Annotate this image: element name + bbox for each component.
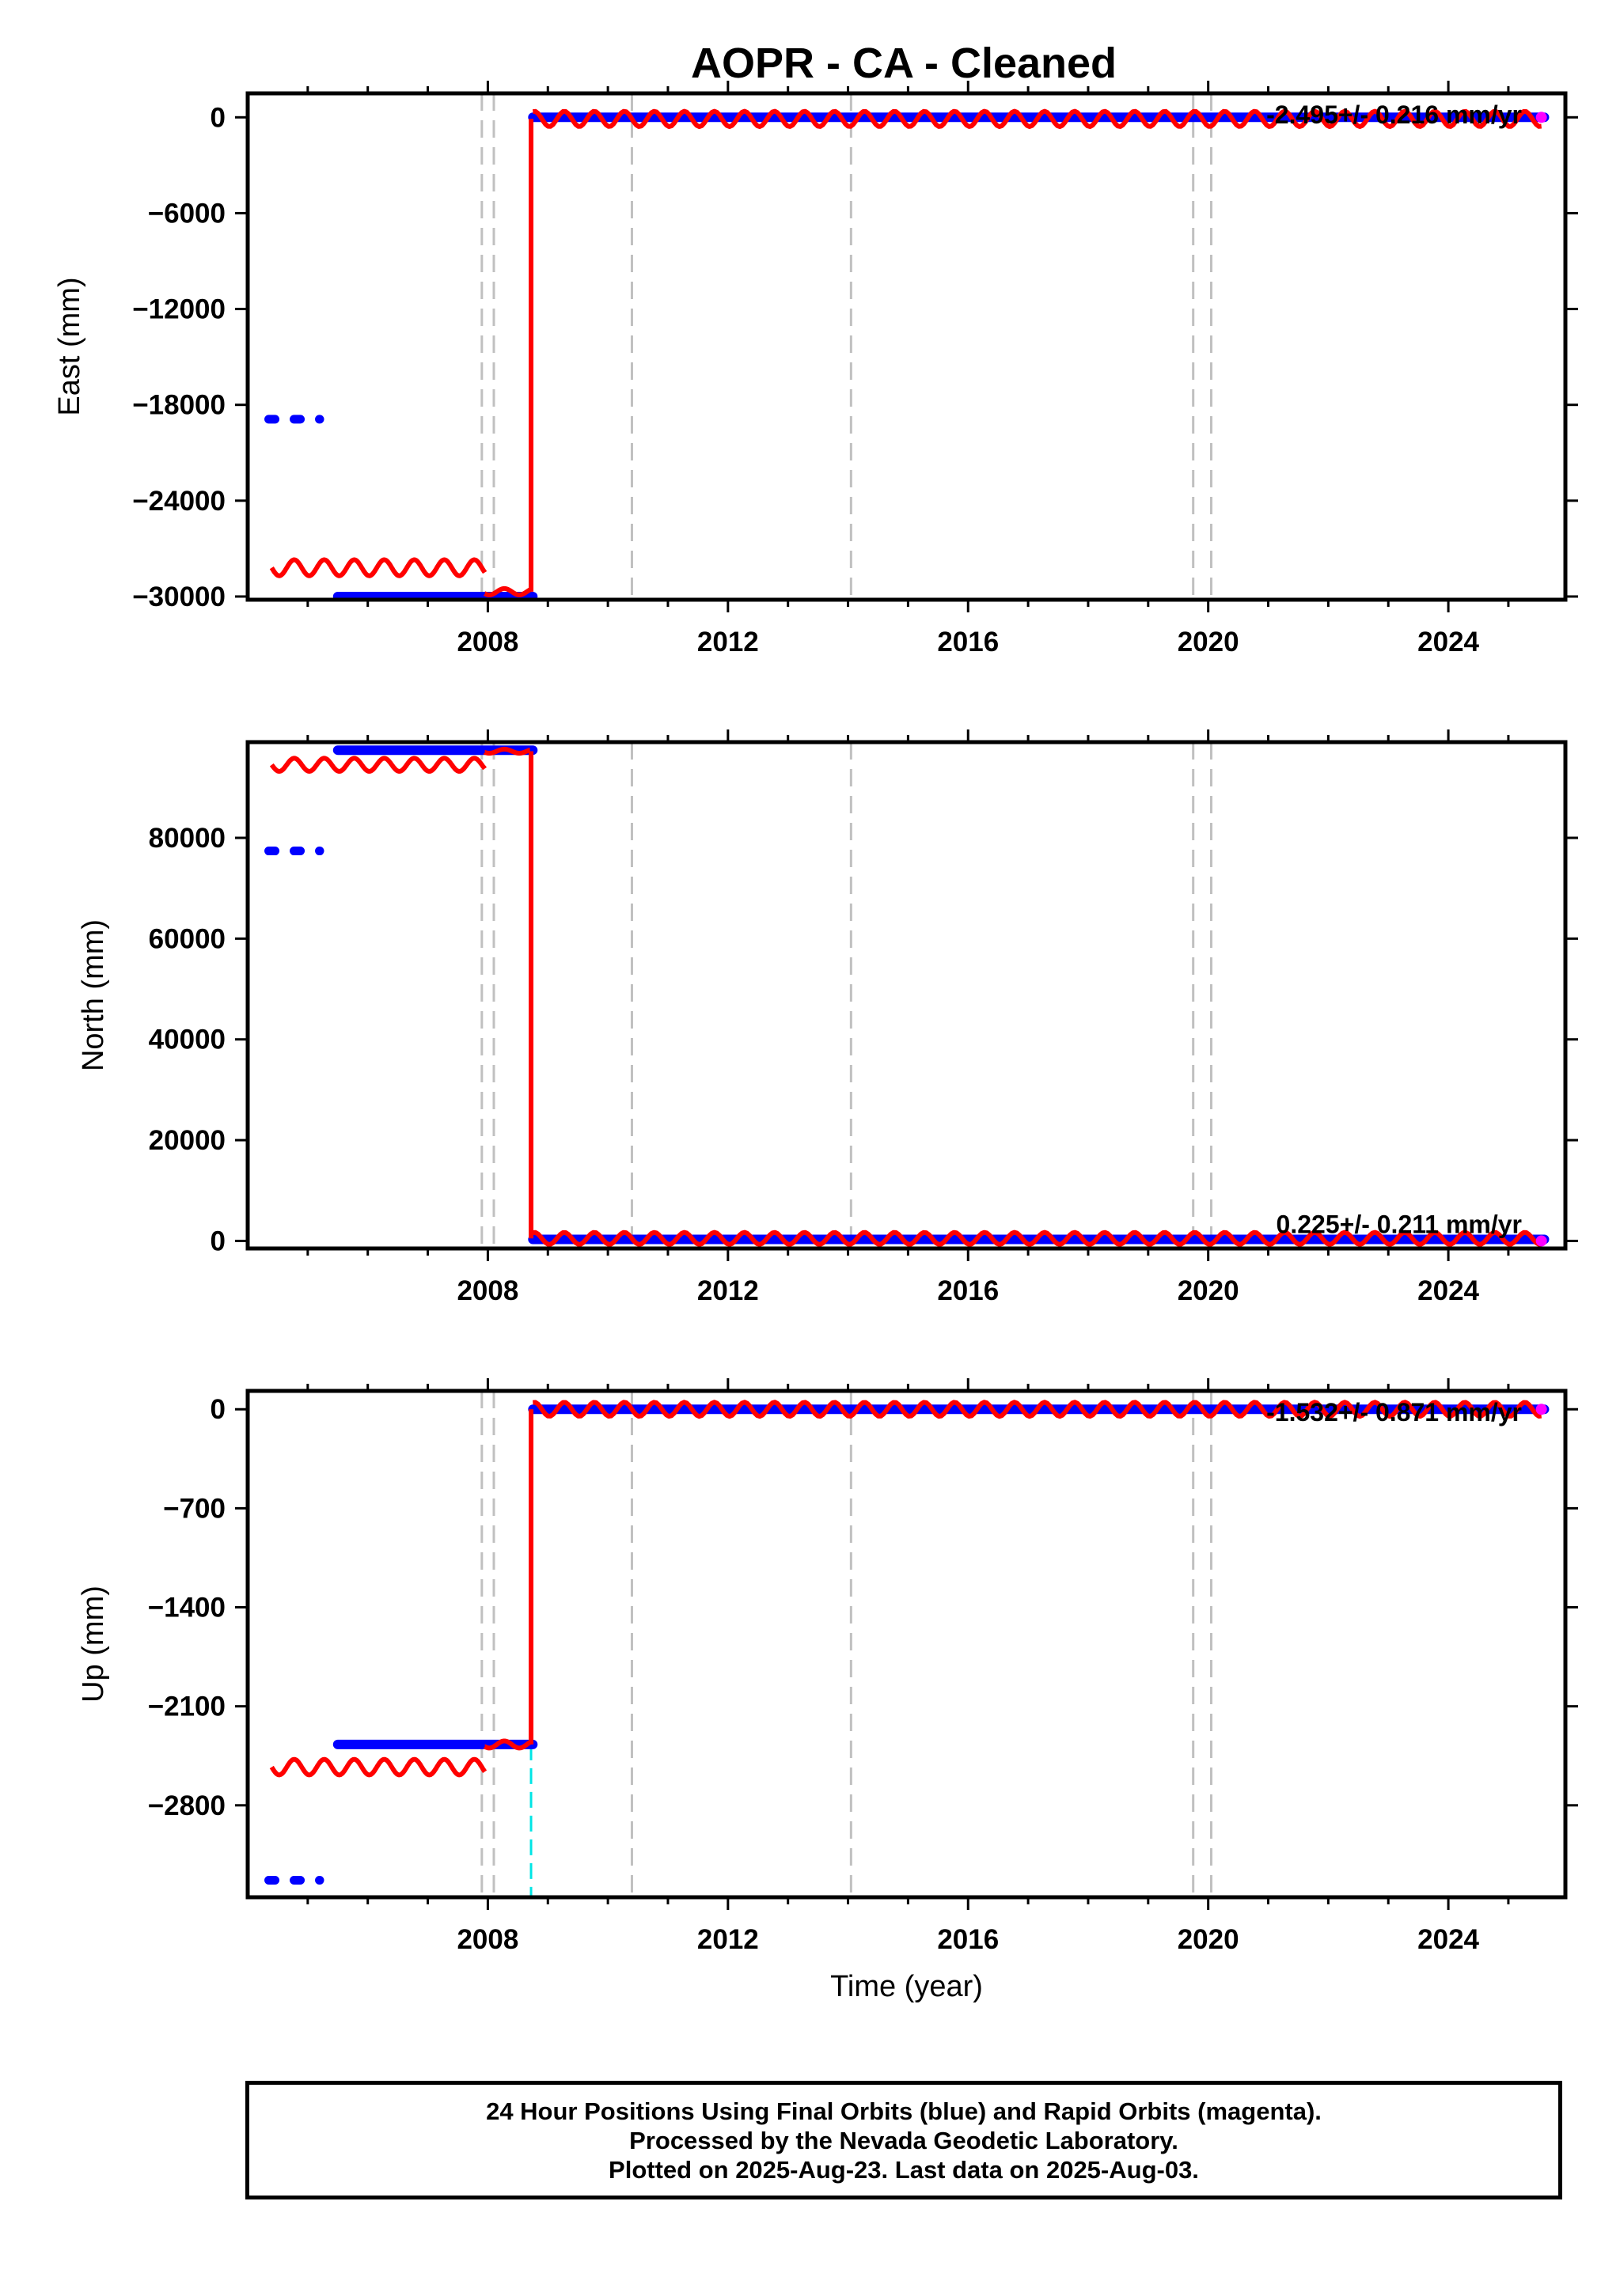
x-tick-label: 2012 — [697, 1924, 759, 1955]
rate-annotation: -2.495+/- 0.216 mm/yr — [1266, 100, 1522, 129]
y-tick-label: 0 — [211, 1394, 226, 1425]
y-tick-label: 0 — [211, 102, 226, 133]
caption-line-1: 24 Hour Positions Using Final Orbits (bl… — [486, 2097, 1322, 2125]
y-tick-label: −1400 — [148, 1593, 226, 1623]
x-tick-label: 2008 — [457, 627, 518, 657]
y-tick-label: −18000 — [132, 390, 226, 421]
y-tick-label: −12000 — [132, 294, 226, 325]
y-axis-label: East (mm) — [53, 277, 86, 415]
x-tick-label: 2012 — [697, 1275, 759, 1306]
chart-title: AOPR - CA - Cleaned — [691, 40, 1117, 87]
plot-frame — [245, 91, 1568, 602]
model-curve — [269, 1756, 488, 1778]
x-tick-label: 2020 — [1178, 1924, 1239, 1955]
caption-line-3: Plotted on 2025-Aug-23. Last data on 202… — [609, 2155, 1199, 2184]
x-tick-label: 2016 — [937, 1924, 999, 1955]
y-axis-label: Up (mm) — [77, 1586, 110, 1703]
panel-north: 2008 2012 2016 2020 2024 0 20000 40000 60000 8000… — [77, 729, 1578, 1306]
model-curve — [269, 756, 487, 774]
rapid-orbit-point — [1535, 112, 1547, 123]
plot-area-up — [264, 1391, 1550, 1897]
x-tick-label: 2012 — [697, 627, 759, 657]
x-tick-label: 2008 — [457, 1924, 518, 1955]
plot-area-north — [264, 742, 1550, 1248]
x-tick-label: 2016 — [937, 627, 999, 657]
y-tick-label: −24000 — [132, 486, 226, 517]
model-curve — [533, 1229, 1542, 1247]
x-tick-label: 2016 — [937, 1275, 999, 1306]
x-axis-label: Time (year) — [830, 1970, 983, 2003]
rapid-orbit-point — [1535, 1235, 1547, 1247]
y-tick-label: −30000 — [132, 582, 226, 612]
y-tick-label: 80000 — [149, 823, 226, 854]
panel-up: 2008 2012 2016 2020 2024 0 −700 −1400 −2100 −2800… — [77, 1378, 1578, 2003]
y-tick-label: 20000 — [149, 1125, 226, 1156]
panel-east: 2008 2012 2016 2020 2024 0 −6000 −12000 −18000 −2… — [53, 81, 1578, 657]
y-tick-label: 60000 — [149, 923, 226, 954]
y-tick-label: −6000 — [148, 198, 226, 229]
y-axis-label: North (mm) — [77, 919, 110, 1071]
rapid-orbit-point — [1535, 1404, 1547, 1415]
model-curve — [533, 1400, 1542, 1419]
rate-annotation: 0.225+/- 0.211 mm/yr — [1277, 1210, 1522, 1238]
y-tick-label: 40000 — [149, 1025, 226, 1055]
plot-frame — [245, 1389, 1568, 1900]
x-tick-label: 2020 — [1178, 1275, 1239, 1306]
model-curve — [482, 585, 533, 597]
x-tick-label: 2008 — [457, 1275, 518, 1306]
y-tick-label: 0 — [211, 1226, 226, 1256]
model-curve — [482, 1738, 533, 1751]
x-tick-label: 2024 — [1417, 1924, 1479, 1955]
y-tick-label: −2100 — [148, 1692, 226, 1722]
x-tick-label: 2024 — [1417, 1275, 1479, 1306]
x-tick-label: 2024 — [1417, 627, 1479, 657]
caption-line-2: Processed by the Nevada Geodetic Laborat… — [629, 2126, 1178, 2154]
model-curve — [482, 746, 533, 756]
plot-area-east — [264, 93, 1550, 600]
rate-annotation: -1.532+/- 0.871 mm/yr — [1266, 1398, 1522, 1426]
x-tick-label: 2020 — [1178, 627, 1239, 657]
model-curve — [533, 108, 1542, 129]
y-tick-label: −2800 — [148, 1790, 226, 1821]
caption-box: 24 Hour Positions Using Final Orbits (bl… — [245, 2081, 1562, 2199]
model-curve — [269, 557, 488, 578]
y-tick-label: −700 — [163, 1493, 226, 1524]
plot-frame — [245, 740, 1568, 1251]
